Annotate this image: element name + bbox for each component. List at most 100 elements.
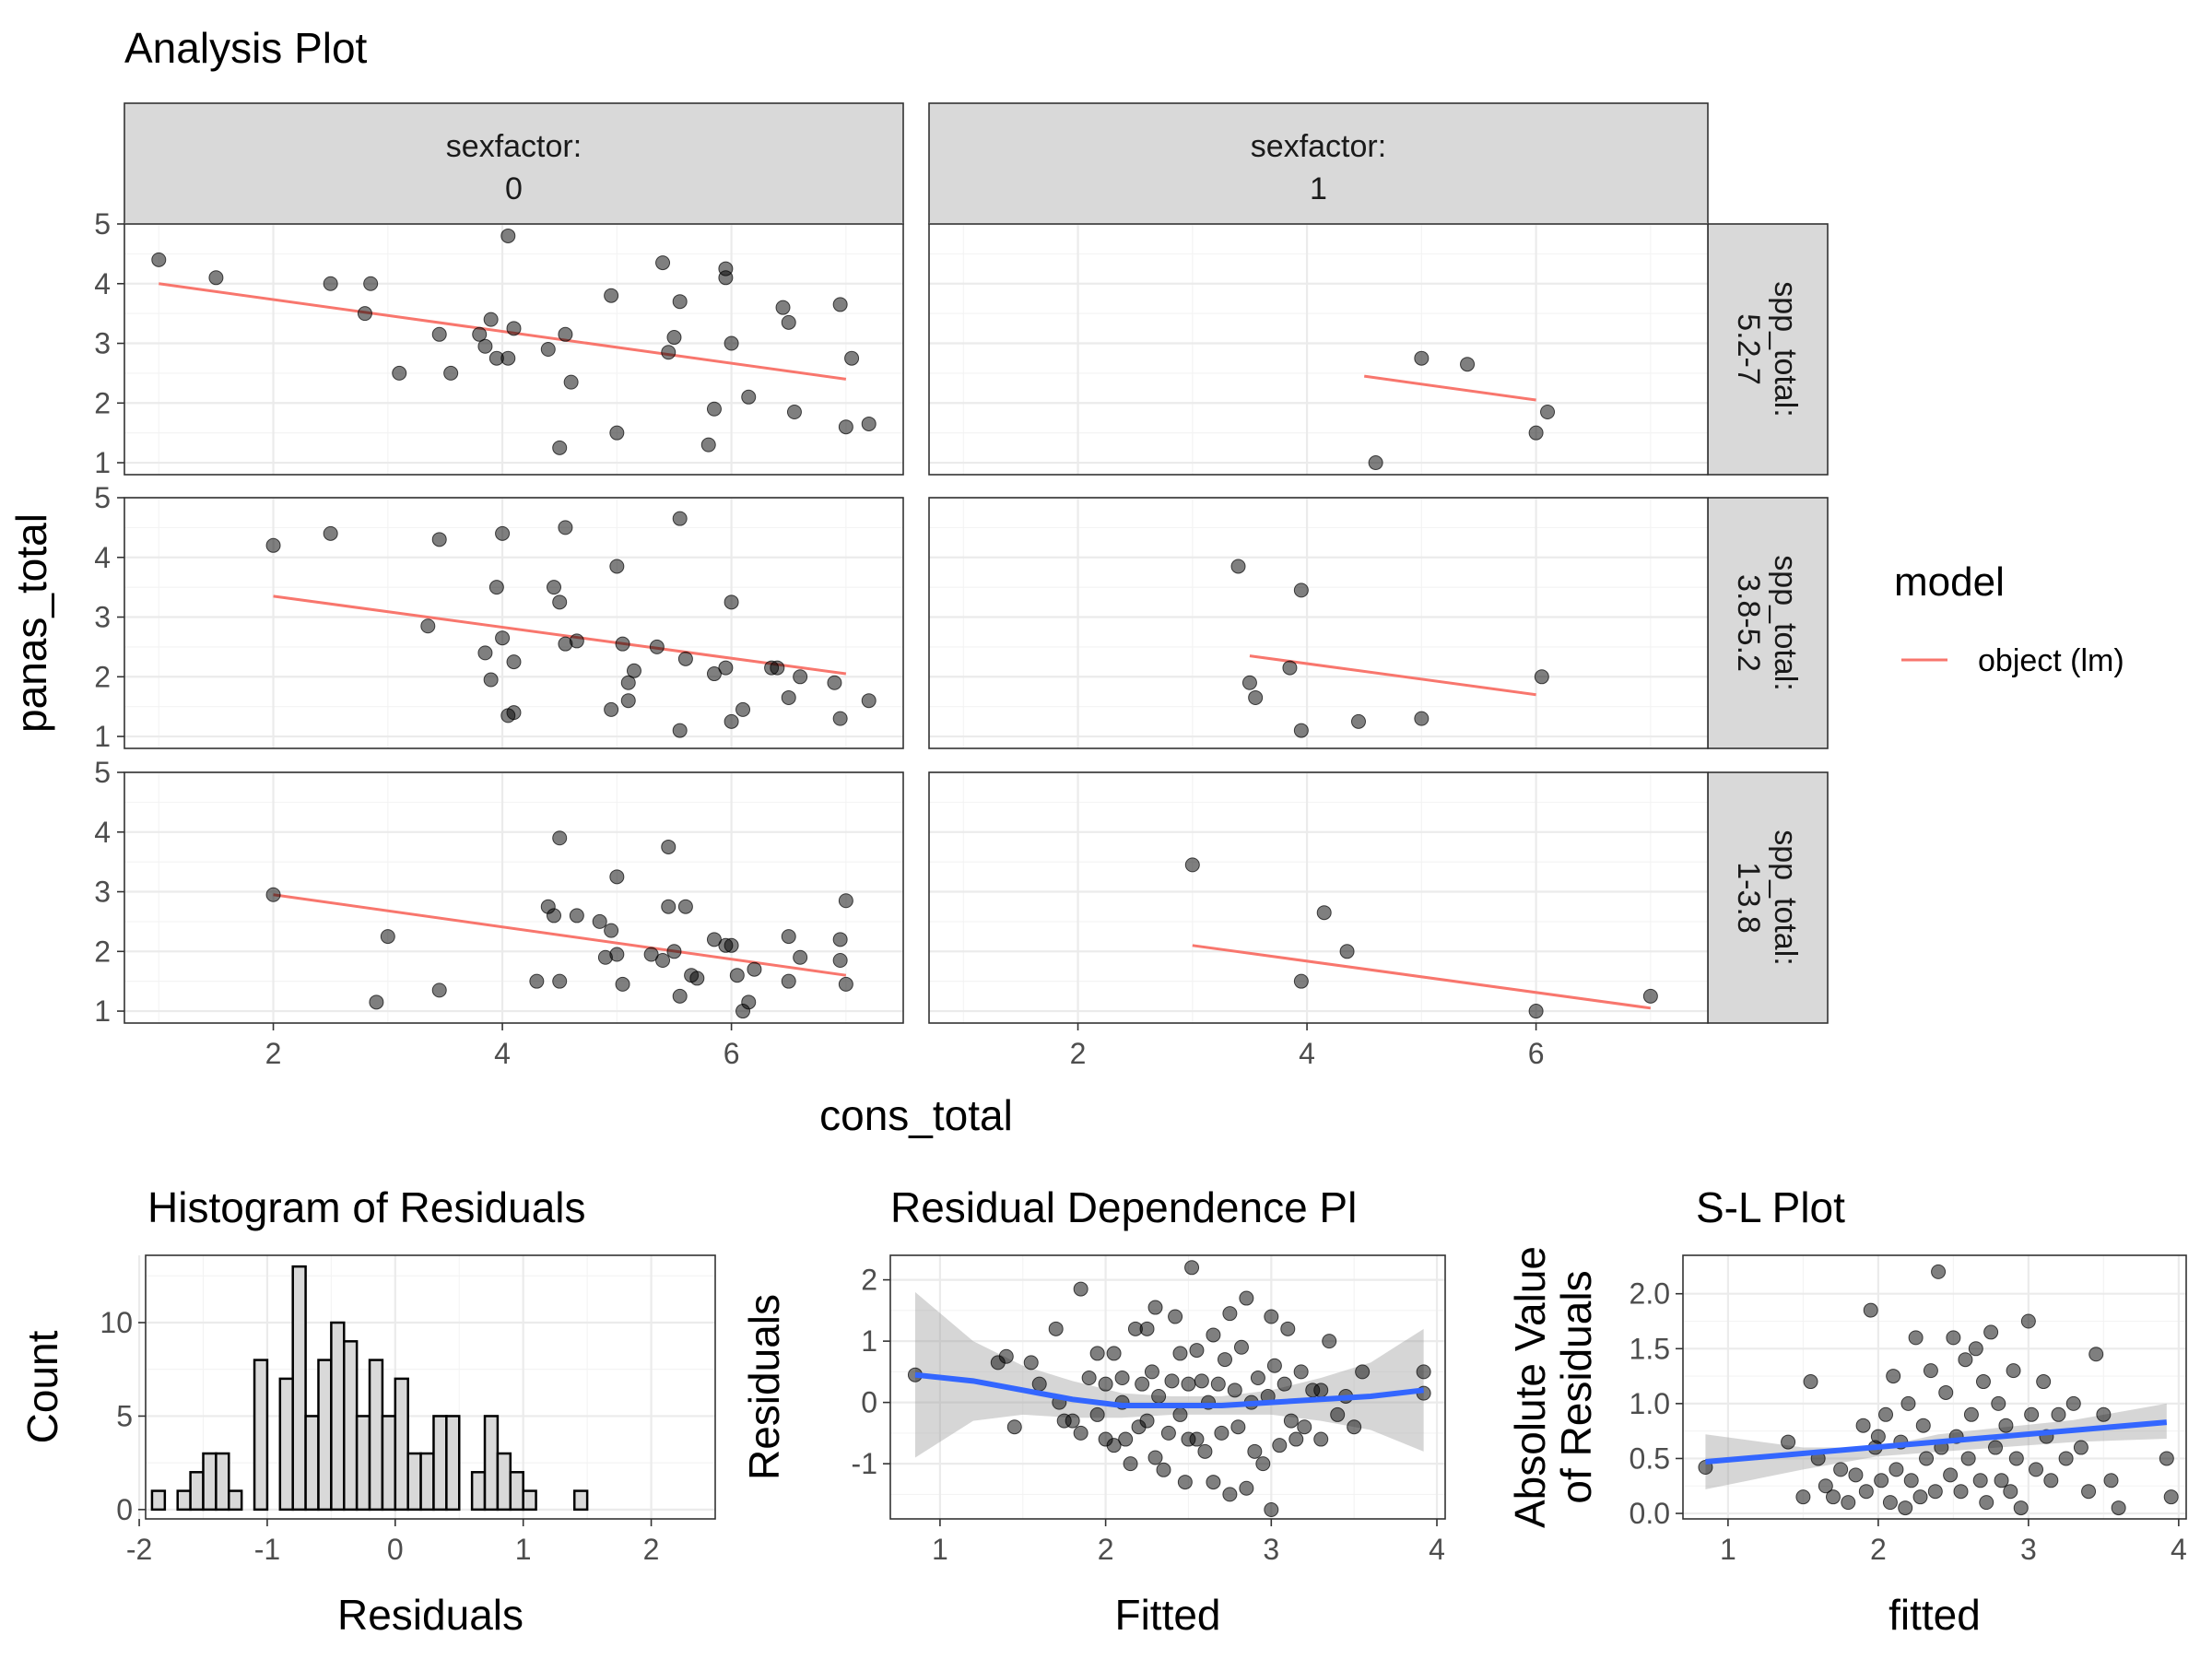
data-point (1316, 905, 1332, 921)
data-point (208, 270, 224, 286)
x-tick-label: 4 (1429, 1533, 1445, 1566)
data-point (735, 701, 751, 717)
figure-title: Analysis Plot (124, 24, 368, 72)
data-point (1250, 1371, 1265, 1386)
data-point (832, 932, 848, 947)
x-axis-title: cons_total (819, 1091, 1013, 1139)
data-point (1282, 660, 1298, 676)
y-tick-label: 0.0 (1630, 1497, 1670, 1530)
histogram-of-residuals: 0 5 10 -2 -1 0 1 2 Histogram of Residuals Residua… (18, 1183, 716, 1639)
data-point (495, 525, 511, 541)
data-point (718, 660, 734, 676)
data-point (2036, 1374, 2052, 1390)
panel-border (889, 1254, 1446, 1520)
data-point (1177, 1475, 1193, 1490)
data-point (832, 711, 848, 726)
data-point (151, 252, 167, 267)
data-point (1355, 1364, 1371, 1380)
fit-line (1249, 654, 1536, 697)
data-point (443, 365, 459, 381)
data-point (552, 594, 568, 610)
smooth-line (1705, 1419, 2168, 1465)
histogram-bar (202, 1452, 218, 1512)
x-tick-label: 2 (265, 1037, 282, 1070)
histogram-bar (150, 1489, 167, 1512)
histogram-bar (176, 1489, 192, 1512)
data-point (2163, 1489, 2179, 1505)
data-point (666, 330, 682, 346)
data-point (1855, 1418, 1871, 1433)
data-point (1460, 357, 1476, 372)
residual-dependence-plot: 2 1 0 -1 1 2 3 4 Residual Dependence Pl Fitted Res… (740, 1183, 1446, 1639)
y-tick-label: 3 (94, 327, 111, 360)
data-point (1825, 1489, 1841, 1505)
y-tick-label: 0 (116, 1493, 133, 1526)
data-point (2058, 1451, 2074, 1466)
data-point (2043, 1473, 2059, 1488)
data-point (1960, 1451, 1976, 1466)
data-point (661, 839, 677, 854)
y-tick-label: 2 (94, 935, 111, 968)
data-point (2029, 1462, 2044, 1477)
data-point (2020, 1313, 2036, 1329)
data-point (1528, 1004, 1544, 1019)
data-point (661, 899, 677, 914)
facet-strip-column-label: sexfactor: 1 (1251, 129, 1386, 206)
data-point (2111, 1500, 2126, 1516)
data-point (724, 937, 739, 953)
data-point (1073, 1425, 1088, 1441)
data-point (1919, 1451, 1935, 1466)
fit-line (273, 594, 847, 676)
y-tick-label: 3 (94, 601, 111, 634)
y-axis-title: Residuals (740, 1294, 788, 1480)
data-point (741, 994, 757, 1010)
histogram-bar (406, 1452, 422, 1512)
y-tick-label: 2.0 (1630, 1277, 1670, 1311)
data-point (569, 633, 584, 649)
y-axis-title: Absolute Valueof Residuals (1506, 1246, 1600, 1528)
data-point (1330, 1406, 1346, 1422)
y-tick-label: 0 (861, 1386, 877, 1419)
panel-background (1683, 1255, 2186, 1519)
data-point (2003, 1484, 2018, 1500)
x-tick-label: 1 (932, 1533, 948, 1566)
histogram-bar (381, 1415, 397, 1512)
data-point (1123, 1456, 1138, 1472)
facet-strip-row-label: spp_total:1-3.8 (1731, 830, 1803, 965)
data-point (363, 276, 379, 291)
data-point (1998, 1418, 2014, 1433)
panel-background (124, 224, 903, 475)
fit-line (1363, 374, 1536, 402)
data-point (563, 374, 579, 390)
data-point (724, 713, 739, 729)
data-point (718, 261, 734, 276)
histogram-bar (291, 1265, 307, 1512)
panel-border (124, 497, 904, 749)
histogram-bar (253, 1359, 269, 1512)
data-point (666, 944, 682, 959)
data-point (1848, 1467, 1864, 1483)
fit-line (1192, 944, 1652, 1010)
y-tick-label: 2 (94, 660, 111, 693)
histogram-bar (215, 1452, 230, 1512)
data-point (1322, 1334, 1337, 1349)
data-point (1313, 1382, 1329, 1398)
data-point (431, 532, 447, 547)
data-point (1968, 1341, 1983, 1357)
data-point (392, 365, 407, 381)
facet-strip-column (124, 102, 904, 225)
data-point (1160, 1425, 1176, 1441)
x-tick-label: 4 (1299, 1037, 1315, 1070)
y-tick-label: 5 (116, 1399, 133, 1432)
data-point (781, 973, 796, 989)
y-tick-label: 2 (94, 386, 111, 419)
data-point (1006, 1419, 1022, 1435)
data-point (1189, 1343, 1205, 1359)
data-point (1206, 1475, 1221, 1490)
data-point (1184, 857, 1200, 873)
y-axis-title: Count (18, 1330, 66, 1443)
y-tick-label: 4 (94, 541, 111, 574)
data-point (1247, 1443, 1263, 1459)
data-point (323, 525, 338, 541)
